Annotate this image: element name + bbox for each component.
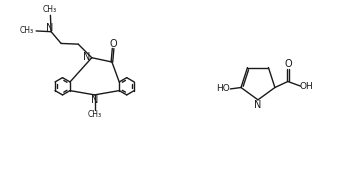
Text: N: N (46, 23, 53, 33)
Text: CH₃: CH₃ (88, 110, 102, 119)
Text: HO: HO (216, 84, 230, 93)
Text: O: O (284, 59, 292, 69)
Text: CH₃: CH₃ (20, 27, 34, 35)
Text: N: N (83, 52, 91, 62)
Text: N: N (254, 100, 262, 110)
Text: O: O (109, 39, 117, 49)
Text: N: N (91, 95, 98, 105)
Text: CH₃: CH₃ (43, 5, 57, 14)
Text: OH: OH (300, 82, 313, 91)
